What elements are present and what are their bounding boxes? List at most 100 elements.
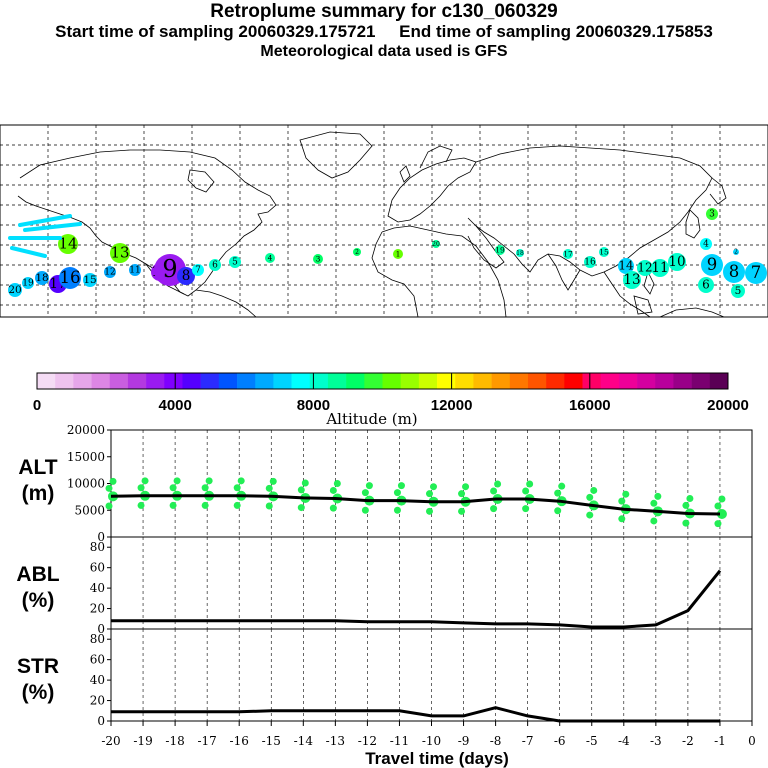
plume-marker: [584, 256, 596, 268]
alt-dot: [105, 484, 113, 492]
chart-title: Retroplume summary for c130_060329: [210, 1, 558, 22]
colorbar-swatch: [655, 373, 674, 389]
plume-marker: [229, 256, 241, 268]
colorbar-swatch: [37, 373, 56, 389]
alt-dot: [586, 511, 594, 519]
alt-dot: [393, 506, 401, 514]
coast-borneo: [633, 295, 653, 315]
alt-dot: [490, 487, 498, 495]
plume-marker: [83, 273, 97, 287]
plume-marker: [516, 249, 524, 257]
plume-marker: [668, 253, 686, 271]
alt-dot: [361, 506, 369, 514]
plume-marker: [59, 267, 81, 289]
plume-marker-label: 2: [355, 249, 359, 256]
series-line-alt: [110, 494, 721, 516]
colorbar-swatch: [418, 373, 438, 389]
colorbar-tick-label: 0: [33, 397, 41, 414]
colorbar-tick-label: 12000: [431, 397, 473, 414]
plume-marker: [495, 245, 505, 255]
alt-dot: [650, 499, 658, 507]
colorbar-swatch: [637, 373, 656, 389]
plume-marker-label: 8: [182, 268, 191, 284]
plume-marker-label: 14: [618, 259, 634, 273]
colorbar-tick-label: 20000: [707, 397, 749, 414]
plume-marker-label: 6: [702, 278, 710, 292]
alt-dot: [718, 495, 726, 503]
alt-dot: [522, 505, 530, 513]
y-tick-label: 20: [90, 694, 105, 708]
plume-marker-label: 3: [709, 210, 715, 220]
coast-north-america: [17, 149, 277, 297]
plume-marker: [192, 264, 204, 276]
retroplume-markers: 2019181716151413121110987654321201918171…: [8, 208, 767, 298]
colorbar-swatch: [691, 373, 711, 389]
colorbar-tick-label: 4000: [159, 397, 192, 414]
world-map: 2019181716151413121110987654321201918171…: [0, 124, 768, 318]
panel-name: ALT: [18, 456, 57, 479]
y-tick-label: 80: [90, 632, 105, 646]
timeseries-panels: 0 5000 10000 15000 20000 ALT (m) 0 20 40 60 80 ABL (%…: [16, 423, 753, 728]
plume-marker: [706, 208, 718, 220]
x-tick-label: -6: [554, 734, 566, 748]
colorbar-swatch: [491, 373, 511, 389]
plume-marker-label: 14: [58, 235, 77, 253]
colorbar-swatch: [618, 373, 638, 389]
coast-greenland: [299, 131, 373, 179]
alt-dot: [554, 489, 562, 497]
x-tick-label: -4: [618, 734, 630, 748]
plume-marker: [700, 238, 712, 250]
x-axis-label: Travel time (days): [365, 749, 509, 768]
y-tick-label: 60: [90, 561, 105, 575]
plume-marker-label: 15: [599, 247, 609, 256]
alt-dot: [426, 507, 433, 515]
alt-dot: [426, 490, 433, 498]
y-tick-label: 0: [97, 622, 105, 636]
alt-dot: [462, 483, 470, 491]
plume-marker-label: 7: [751, 263, 762, 282]
x-tick-label: -9: [458, 734, 470, 748]
x-tick-label: -10: [422, 734, 441, 748]
coast-south-america: [195, 289, 257, 318]
x-tick-label: -20: [101, 734, 120, 748]
alt-dot: [329, 504, 337, 512]
colorbar-swatch: [455, 373, 474, 389]
plume-marker-label: 18: [516, 250, 524, 257]
alt-dot: [237, 477, 245, 485]
plume-marker-label: 8: [729, 262, 740, 281]
plume-marker: [393, 249, 403, 259]
alt-dot: [137, 501, 145, 509]
plume-marker-label: 10: [668, 254, 685, 270]
colorbar-swatch: [273, 373, 292, 389]
colorbar-swatch: [309, 373, 329, 389]
y-tick-label: 80: [90, 540, 105, 554]
alt-dot: [329, 486, 337, 494]
x-axis: -20 -19 -18 -17 -16 -15 -14 -13 -12 -11 -10 -9 -8 -7-…: [101, 721, 756, 748]
colorbar-swatch: [546, 373, 565, 389]
plume-marker: [8, 283, 22, 297]
panel-unit: (m): [22, 482, 55, 505]
start-time-label: Start time of sampling 20060329.175721: [55, 22, 376, 41]
alt-dot: [109, 477, 117, 485]
colorbar-swatch: [91, 373, 111, 389]
plume-marker: [723, 261, 745, 283]
x-tick-label: -11: [390, 734, 409, 748]
plume-marker-label: 4: [268, 253, 273, 262]
alt-dot: [714, 502, 722, 510]
plume-marker: [651, 259, 669, 277]
colorbar-swatch: [164, 373, 183, 389]
colorbar-swatch: [146, 373, 165, 389]
plume-marker: [637, 260, 653, 276]
colorbar-swatch: [346, 373, 365, 389]
plume-marker-label: 17: [563, 249, 573, 258]
map-gridlines: [0, 125, 768, 317]
colorbar-swatch: [364, 373, 383, 389]
plume-streak: [10, 246, 47, 258]
colorbar-swatch: [200, 373, 220, 389]
plume-marker-label: 20: [432, 241, 440, 248]
colorbar-swatch: [473, 373, 492, 389]
alt-dot: [714, 520, 722, 528]
colorbar-swatch: [600, 373, 620, 389]
coast-india: [547, 253, 581, 291]
